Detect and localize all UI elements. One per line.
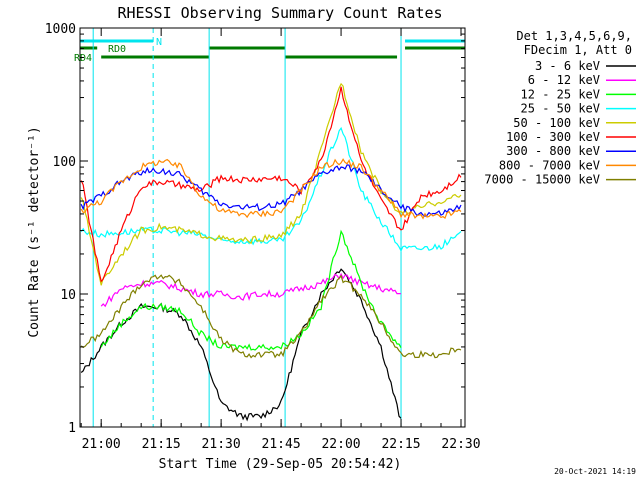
legend-header-line-2: FDecim 1, Att 0 [524, 43, 632, 57]
flags-layer: N RD0 RD4 [74, 37, 465, 64]
y-tick-label-3: 1000 [45, 22, 76, 37]
legend-header-line-1: Det 1,3,4,5,6,9, [516, 29, 632, 43]
legend-label-8: 7000 - 15000 keV [484, 173, 600, 187]
legend-label-0: 3 - 6 keV [535, 59, 600, 73]
x-axis-label: Start Time (29-Sep-05 20:54:42) [159, 457, 402, 472]
x-tick-label-3: 21:45 [262, 437, 301, 452]
series-line-8 [80, 274, 462, 359]
y-axis-label: Count Rate (s⁻¹ detector⁻¹) [27, 126, 42, 337]
legend-label-1: 6 - 12 keV [528, 73, 600, 87]
y-tick-label-0: 1 [68, 421, 76, 436]
series-layer [80, 82, 462, 422]
flag-label-rd0: RD0 [108, 44, 126, 55]
x-tick-label-0: 21:00 [82, 437, 121, 452]
y-axis: 1 10 100 1000 [45, 22, 465, 436]
flag-label-n: N [156, 37, 162, 48]
legend-label-7: 800 - 7000 keV [499, 158, 600, 172]
x-tick-label-1: 21:15 [142, 437, 181, 452]
series-line-1 [100, 272, 402, 308]
legend-label-6: 300 - 800 keV [506, 144, 600, 158]
x-tick-label-6: 22:30 [441, 437, 480, 452]
series-line-4 [80, 82, 462, 286]
x-tick-label-5: 22:15 [381, 437, 420, 452]
y-tick-label-1: 10 [60, 288, 76, 303]
legend-label-5: 100 - 300 keV [506, 130, 600, 144]
legend-label-2: 12 - 25 keV [521, 87, 600, 101]
chart-title: RHESSI Observing Summary Count Rates [117, 4, 442, 22]
legend-label-3: 25 - 50 keV [521, 102, 600, 116]
x-tick-label-4: 22:00 [321, 437, 360, 452]
legend: Det 1,3,4,5,6,9, FDecim 1, Att 0 3 - 6 k… [484, 29, 636, 187]
flag-label-rd4: RD4 [74, 53, 92, 64]
plot-frame [79, 27, 466, 428]
x-tick-label-2: 21:30 [202, 437, 241, 452]
x-axis: 21:00 21:15 21:30 21:45 22:00 22:15 22:30 [80, 28, 481, 452]
series-line-5 [80, 86, 462, 283]
series-line-0 [80, 268, 402, 422]
timestamp: 20-Oct-2021 14:19 [554, 467, 636, 476]
legend-label-4: 50 - 100 keV [513, 116, 600, 130]
y-tick-label-2: 100 [53, 155, 76, 170]
series-line-3 [80, 126, 462, 253]
series-line-2 [100, 229, 402, 351]
series-line-6 [80, 164, 462, 217]
series-line-7 [80, 158, 462, 220]
